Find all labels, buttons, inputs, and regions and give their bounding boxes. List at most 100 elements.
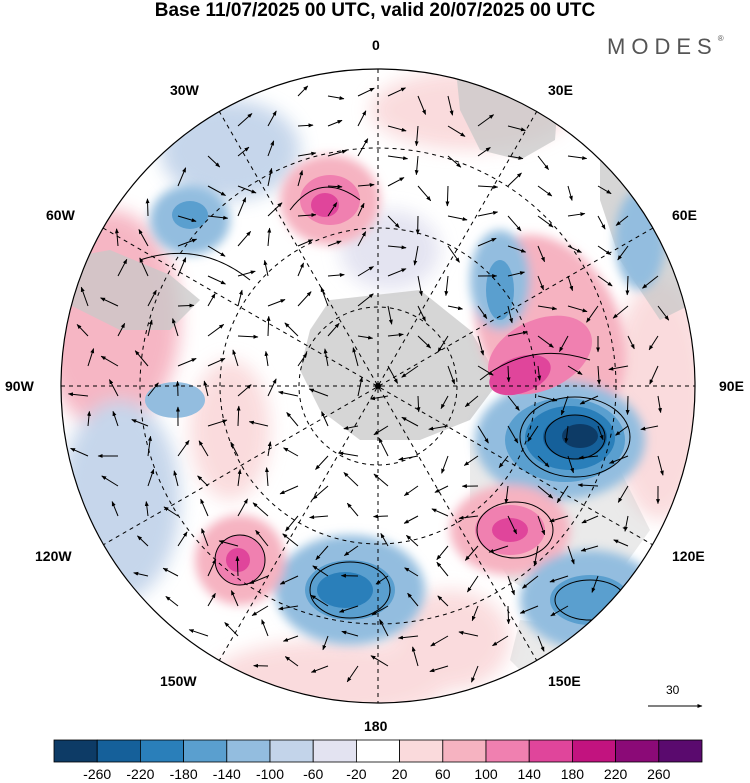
wind-arrow <box>387 87 406 97</box>
wind-arrow <box>101 475 119 487</box>
wind-arrow <box>285 515 299 532</box>
wind-arrow <box>237 146 250 157</box>
wind-arrow <box>414 125 419 147</box>
wind-arrow <box>286 412 299 427</box>
wind-arrow <box>237 384 252 397</box>
wind-arrow <box>477 210 499 217</box>
wind-arrow <box>80 286 89 307</box>
wind-arrow <box>144 501 149 517</box>
wind-arrow <box>411 646 419 667</box>
streamline-atlantic-high <box>289 186 361 211</box>
lon-label-90e: 90E <box>719 378 744 394</box>
wind-arrow <box>112 410 119 427</box>
wind-arrow <box>609 455 629 464</box>
wind-arrow <box>312 485 329 500</box>
wind-arrow <box>471 665 479 683</box>
wind-arrow <box>447 125 466 137</box>
wind-arrow <box>327 273 345 278</box>
wind-arrow <box>309 515 329 520</box>
wind-arrow <box>537 215 554 228</box>
wind-arrow <box>203 380 209 397</box>
wind-arrow <box>352 347 359 367</box>
wind-arrow <box>267 202 283 217</box>
colorbar-box <box>312 739 357 763</box>
colorbar-box <box>355 739 400 763</box>
wind-arrow <box>264 350 269 367</box>
wind-arrow <box>237 498 249 517</box>
wind-arrow <box>597 425 604 441</box>
wind-arrow <box>567 185 573 201</box>
wind-arrow <box>387 125 407 132</box>
wind-arrow <box>560 395 569 416</box>
wind-arrow <box>207 293 216 307</box>
wind-arrow <box>230 590 239 607</box>
wind-arrow <box>357 202 365 217</box>
wind-arrow <box>537 305 558 311</box>
wind-arrow <box>379 619 389 637</box>
wind-arrow <box>297 170 304 187</box>
colorbar-box <box>399 739 444 763</box>
wind-arrow <box>267 378 277 397</box>
wind-arrow <box>232 349 239 367</box>
colorbar-tick-label: 180 <box>561 766 585 782</box>
wind-arrow <box>417 335 432 349</box>
wind-arrow <box>387 305 393 325</box>
wind-arrow <box>625 395 630 416</box>
wind-arrow <box>397 635 419 640</box>
wind-arrow <box>237 270 256 277</box>
wind-arrow <box>373 473 389 487</box>
wind-arrow <box>357 183 375 188</box>
wind-arrow <box>567 545 575 565</box>
wind-arrow <box>463 455 479 466</box>
wind-arrow <box>447 215 468 221</box>
wind-arrow <box>297 85 309 97</box>
lon-label-30e: 30E <box>548 82 573 98</box>
wind-arrow <box>282 533 299 547</box>
wind-arrow <box>177 215 197 223</box>
streamline-australia-high <box>476 501 554 559</box>
wind-arrow <box>406 534 419 547</box>
colorbar-tick-label: 60 <box>435 766 451 782</box>
modes-logo: MODES® <box>607 34 724 60</box>
wind-arrow <box>207 419 228 427</box>
wind-arrow <box>357 376 363 397</box>
meridian-60e-120w <box>102 227 654 546</box>
colorbar-box <box>658 739 703 763</box>
wind-arrow <box>533 545 539 567</box>
lon-label-120e: 120E <box>672 548 705 564</box>
wind-arrow <box>458 630 479 637</box>
wind-arrow <box>177 238 198 247</box>
wind-arrow <box>131 419 149 427</box>
wind-arrow <box>627 335 635 350</box>
streamline-pacific-low <box>309 561 391 619</box>
colorbar-boxes <box>53 739 703 763</box>
wind-arrow <box>200 498 209 517</box>
lon-label-60w: 60W <box>46 207 75 223</box>
wind-arrow <box>267 227 272 247</box>
wind-arrow <box>507 425 519 444</box>
wind-arrow <box>357 293 374 307</box>
wind-arrow <box>375 575 389 585</box>
wind-arrow <box>252 502 269 517</box>
wind-arrow <box>567 212 586 217</box>
colorbar-tick-label: -260 <box>83 766 111 782</box>
wind-arrow <box>282 635 299 642</box>
wind-arrow <box>613 539 629 547</box>
wind-arrow <box>237 468 242 487</box>
wind-arrow <box>597 245 612 255</box>
wind-arrow <box>567 455 574 474</box>
wind-arrow <box>506 365 511 383</box>
wind-arrow <box>357 231 367 247</box>
colorbar-tick-label: 260 <box>647 766 671 782</box>
wind-arrow <box>100 355 119 367</box>
wind-arrow <box>537 245 546 263</box>
lon-label-180: 180 <box>364 718 388 734</box>
logo-registered-mark: ® <box>717 34 724 43</box>
colorbar-box <box>183 739 228 763</box>
wind-arrow <box>267 167 273 187</box>
wind-arrow <box>567 305 588 313</box>
wind-arrow <box>177 439 190 457</box>
wind-arrow <box>477 335 485 356</box>
wind-arrow <box>378 437 389 457</box>
wind-arrow <box>577 483 599 488</box>
